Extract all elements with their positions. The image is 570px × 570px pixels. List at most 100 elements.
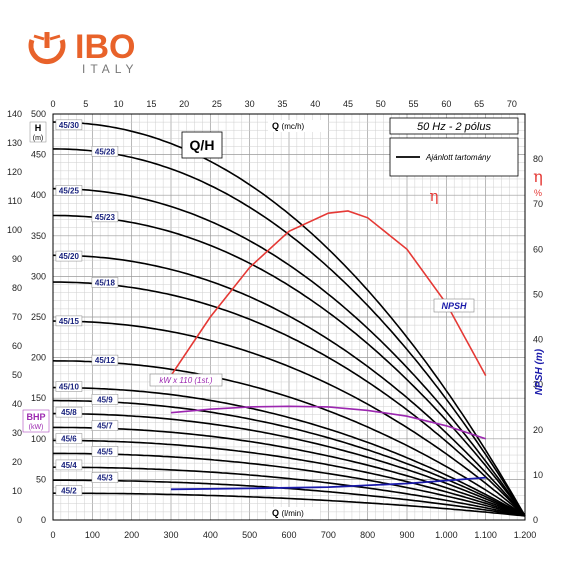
pump-curve-label-box: [91, 211, 119, 223]
pump-curve-label: 45/12: [95, 356, 116, 365]
chart-title: Q/H: [190, 137, 215, 153]
q-mch-tick-label: 50: [376, 99, 386, 109]
pump-curve-45-28: [53, 148, 526, 517]
q-mch-tick-label: 25: [212, 99, 222, 109]
chart-extras: [170, 210, 487, 491]
h-tick-label: 50: [36, 474, 46, 484]
pump-curve-45-8: [53, 412, 526, 517]
brand-sub: ITALY: [82, 62, 139, 76]
subtitle-box: [389, 117, 519, 135]
pump-curve-label: 45/2: [61, 487, 77, 496]
eta-tick-label: 0: [533, 515, 538, 525]
legend-text: Ajánlott tartomány: [425, 153, 491, 162]
q-mch-tick-label: 55: [409, 99, 419, 109]
h-tick-label: 350: [31, 231, 46, 241]
bhp-tick-label: 140: [7, 109, 22, 119]
pump-curve-45-9: [53, 399, 526, 517]
q-lmin-tick-label: 100: [85, 530, 100, 540]
pump-curve-45-23: [53, 214, 526, 517]
pump-curve-label: 45/15: [59, 317, 80, 326]
npsh-curve: [170, 476, 486, 491]
h-tick-label: 300: [31, 271, 46, 281]
bottom-axis-label: Q (l/min): [272, 508, 304, 518]
eta-axis-unit: %: [534, 188, 542, 198]
eta-tick-label: 10: [533, 470, 543, 480]
pump-curve-label-box: [91, 446, 119, 457]
top-axis-label: Q (mc/h): [272, 121, 305, 131]
pump-curve-label-box: [91, 420, 119, 431]
bhp-axis-unit: (kW): [29, 424, 44, 431]
eta-series-label: η: [430, 187, 439, 205]
pump-curve-label-box: [55, 185, 83, 196]
pump-curve-label: 45/7: [97, 422, 113, 431]
h-tick-label: 500: [31, 109, 46, 119]
h-tick-label: 100: [31, 434, 46, 444]
q-lmin-tick-label: 200: [124, 530, 139, 540]
q-mch-tick-label: 10: [114, 99, 124, 109]
pump-curve-label: 45/20: [59, 252, 80, 261]
bhp-tick-label: 10: [12, 486, 22, 496]
eta-tick-label: 20: [533, 425, 543, 435]
pump-curve-label-box: [55, 119, 83, 131]
brand-name: IBO: [75, 28, 135, 66]
pump-curve-label: 45/3: [97, 474, 113, 483]
bhp-tick-label: 30: [12, 428, 22, 438]
q-mch-tick-label: 35: [277, 99, 287, 109]
pump-curve-45-18: [53, 281, 526, 517]
h-tick-label: 250: [31, 312, 46, 322]
bhp-tick-label: 60: [12, 341, 22, 351]
bottom-axis-unit: (l/min): [282, 509, 305, 518]
pump-curve-label: 45/18: [95, 278, 116, 287]
h-tick-label: 450: [31, 150, 46, 160]
bhp-tick-label: 130: [7, 138, 22, 148]
h-tick-label: 400: [31, 190, 46, 200]
bhp-axis-title-box: [22, 409, 50, 433]
eta-tick-label: 60: [533, 244, 543, 254]
pump-curve-45-2: [53, 492, 526, 517]
eta-axis-title: η: [533, 167, 543, 186]
pump-curve-45-12: [52, 360, 526, 517]
bhp-tick-label: 0: [17, 515, 22, 525]
pump-curve-label: 45/23: [95, 213, 116, 222]
q-mch-tick-label: 5: [83, 99, 88, 109]
pump-curve-label-box: [91, 472, 119, 483]
pump-curve-45-4: [53, 466, 526, 517]
q-mch-tick-label: 30: [245, 99, 255, 109]
bhp-tick-label: 100: [7, 225, 22, 235]
ibo-logo: IBO ITALY: [28, 28, 139, 76]
h-tick-label: 150: [31, 393, 46, 403]
q-lmin-tick-label: 900: [399, 530, 414, 540]
eta-tick-label: 70: [533, 199, 543, 209]
h-axis-unit: (m): [33, 135, 44, 142]
pump-curve-label-box: [55, 433, 83, 444]
eta-tick-label: 50: [533, 289, 543, 299]
chart-subtitle: 50 Hz - 2 pólus: [417, 121, 491, 133]
pump-curve-label: 45/9: [97, 395, 113, 404]
top-axis-q: Q: [272, 121, 279, 131]
pump-curve-45-15: [53, 320, 526, 517]
bhp-axis-title: BHP: [26, 412, 45, 422]
q-mch-tick-label: 20: [179, 99, 189, 109]
pump-curve-45-7: [53, 426, 526, 517]
eta-tick-label: 80: [533, 154, 543, 164]
q-lmin-tick-label: 400: [203, 530, 218, 540]
pump-curve-label: 45/28: [95, 147, 116, 156]
npsh-label-box: [433, 298, 475, 313]
q-mch-tick-label: 40: [310, 99, 320, 109]
bhp-tick-label: 90: [12, 254, 22, 264]
q-lmin-tick-label: 1.100: [474, 530, 497, 540]
eta-tick-label: 30: [533, 380, 543, 390]
efficiency-curve: [170, 210, 487, 377]
bhp-tick-label: 110: [8, 196, 22, 206]
q-mch-tick-label: 60: [441, 99, 451, 109]
pump-curve-45-10: [53, 386, 526, 517]
power-label-box: [149, 373, 223, 387]
top-axis-unit: (mc/h): [282, 122, 305, 131]
q-lmin-tick-label: 1.000: [435, 530, 458, 540]
npsh-series-label: NPSH: [441, 301, 467, 311]
pump-curve-45-25: [53, 187, 526, 517]
pump-curve-label-box: [55, 250, 83, 262]
q-mch-tick-label: 70: [507, 99, 517, 109]
q-mch-tick-label: 15: [146, 99, 156, 109]
pump-curve-label: 45/30: [59, 121, 80, 130]
